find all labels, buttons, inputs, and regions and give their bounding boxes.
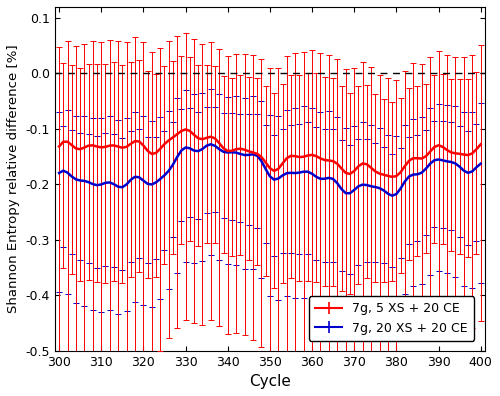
- Y-axis label: Shannon Entropy relative difference [%]: Shannon Entropy relative difference [%]: [7, 44, 20, 313]
- X-axis label: Cycle: Cycle: [249, 374, 291, 389]
- Legend: 7g, 5 XS + 20 CE, 7g, 20 XS + 20 CE: 7g, 5 XS + 20 CE, 7g, 20 XS + 20 CE: [308, 296, 474, 341]
